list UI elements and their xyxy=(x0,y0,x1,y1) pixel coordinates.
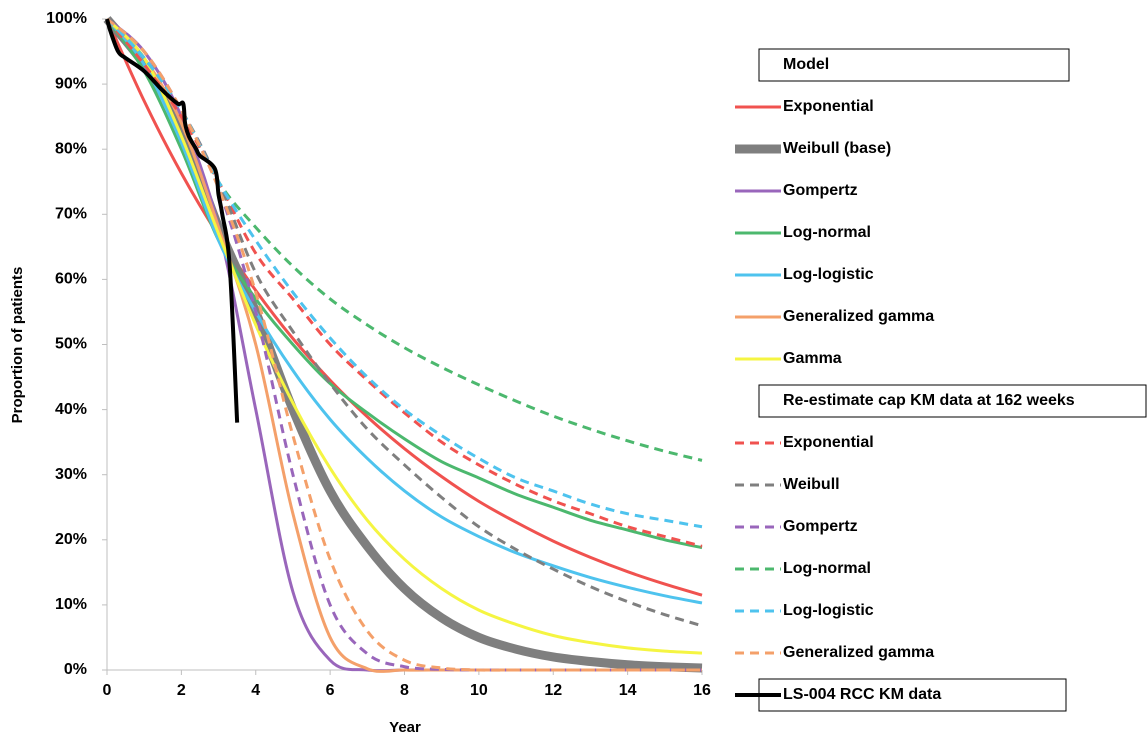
legend-label: Gompertz xyxy=(783,182,858,199)
x-tick-label: 14 xyxy=(619,682,637,699)
x-tick-label: 4 xyxy=(251,682,260,699)
series-line xyxy=(105,18,240,423)
y-tick-label: 80% xyxy=(55,140,87,157)
series-line xyxy=(105,17,703,529)
legend-header-box xyxy=(758,48,1070,82)
y-tick-label: 90% xyxy=(55,75,87,92)
y-axis-label: Proportion of patients xyxy=(9,267,26,424)
y-tick-label: 70% xyxy=(55,206,87,223)
legend-label: Exponential xyxy=(783,434,874,451)
legend-label: Log-normal xyxy=(783,560,871,577)
x-axis-label: Year xyxy=(389,719,421,736)
legend-label: LS-004 RCC KM data xyxy=(783,686,941,703)
series-line xyxy=(105,17,702,673)
legend-label: Log-logistic xyxy=(783,602,874,619)
y-tick-label: 60% xyxy=(55,271,87,288)
y-tick-label: 50% xyxy=(55,336,87,353)
series-line xyxy=(105,18,703,548)
legend-label: Log-normal xyxy=(783,224,871,241)
legend-label: Log-logistic xyxy=(783,266,874,283)
series-line xyxy=(105,18,703,597)
x-tick-label: 16 xyxy=(693,682,711,699)
series-line xyxy=(106,17,702,672)
series-line xyxy=(105,17,703,655)
x-tick-label: 10 xyxy=(470,682,488,699)
y-tick-label: 20% xyxy=(55,531,87,548)
legend-label: Gamma xyxy=(783,350,842,367)
x-tick-label: 6 xyxy=(326,682,335,699)
series-line xyxy=(105,18,703,550)
x-tick-label: 8 xyxy=(400,682,409,699)
legend-label: Exponential xyxy=(783,98,874,115)
legend-label: Weibull (base) xyxy=(783,140,891,157)
series-line xyxy=(106,17,702,672)
series-line xyxy=(105,17,703,628)
legend-header: Re-estimate cap KM data at 162 weeks xyxy=(783,392,1075,409)
x-tick-label: 0 xyxy=(103,682,112,699)
y-tick-label: 100% xyxy=(46,10,87,27)
legend-header-box xyxy=(758,384,1147,418)
series-line xyxy=(103,16,703,673)
legend-label: Gompertz xyxy=(783,518,858,535)
y-tick-label: 0% xyxy=(64,661,87,678)
x-tick-label: 2 xyxy=(177,682,186,699)
series-line xyxy=(106,17,702,673)
legend-label: Weibull xyxy=(783,476,840,493)
legend-header: Model xyxy=(783,56,829,73)
y-tick-label: 40% xyxy=(55,401,87,418)
y-tick-label: 10% xyxy=(55,596,87,613)
series-line xyxy=(105,18,703,605)
legend-label: Generalized gamma xyxy=(783,308,934,325)
legend-label: Generalized gamma xyxy=(783,644,934,661)
series-line xyxy=(105,17,703,462)
x-tick-label: 12 xyxy=(544,682,562,699)
y-tick-label: 30% xyxy=(55,466,87,483)
